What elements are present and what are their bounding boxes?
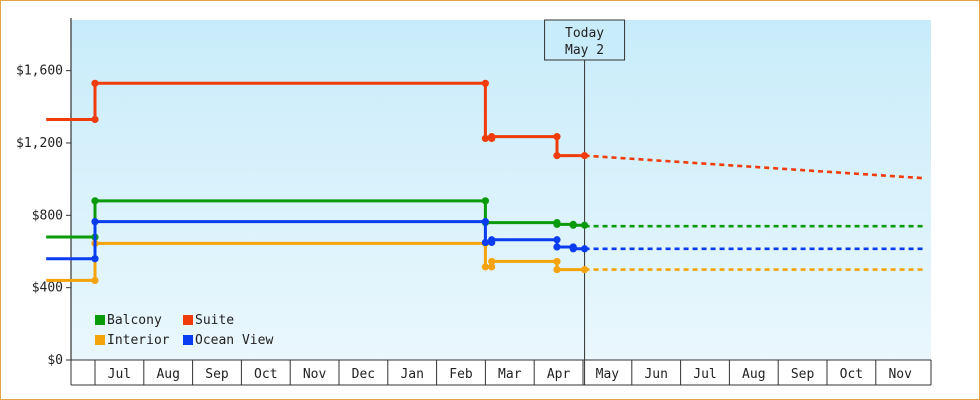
balcony-point bbox=[580, 221, 589, 229]
x-tick-label: Jul bbox=[693, 367, 716, 382]
ocean-view-point bbox=[488, 236, 496, 244]
interior-point bbox=[91, 276, 99, 285]
y-tick-label: $0 bbox=[47, 353, 63, 368]
today-label-line2: May 2 bbox=[565, 43, 604, 58]
y-tick-label: $1,600 bbox=[16, 64, 63, 79]
today-label-line1: Today bbox=[565, 26, 604, 41]
legend-label-balcony: Balcony bbox=[107, 313, 162, 328]
balcony-point bbox=[481, 197, 489, 205]
legend-swatch-suite bbox=[183, 315, 193, 325]
x-tick-label: Nov bbox=[888, 367, 912, 382]
y-tick-label: $1,200 bbox=[16, 136, 63, 151]
ocean-view-point bbox=[553, 243, 561, 251]
balcony-point bbox=[91, 197, 99, 205]
suite-point bbox=[488, 133, 496, 141]
interior-point bbox=[481, 263, 489, 271]
legend-label-interior: Interior bbox=[107, 333, 170, 348]
x-tick-label: Sep bbox=[205, 367, 229, 382]
x-tick-label: Jun bbox=[644, 367, 667, 382]
plot-background bbox=[71, 20, 931, 360]
x-tick-label: Oct bbox=[254, 367, 277, 382]
legend-swatch-balcony bbox=[95, 315, 105, 325]
suite-point bbox=[553, 152, 561, 160]
x-tick-label: Jul bbox=[108, 367, 131, 382]
ocean-view-point bbox=[481, 218, 489, 226]
suite-forecast-line bbox=[584, 154, 925, 180]
ocean-view-point bbox=[569, 245, 577, 253]
balcony-point bbox=[569, 221, 577, 229]
interior-point bbox=[580, 265, 589, 274]
x-tick-label: May bbox=[596, 367, 620, 382]
legend-label-ocean-view: Ocean View bbox=[195, 333, 273, 348]
suite-point bbox=[553, 133, 561, 141]
ocean-view-point bbox=[580, 245, 589, 253]
balcony-point bbox=[553, 220, 561, 228]
interior-point bbox=[553, 265, 561, 274]
x-tick-label: Oct bbox=[840, 367, 863, 382]
suite-point bbox=[580, 152, 589, 160]
ocean-view-point bbox=[91, 255, 99, 263]
y-tick-label: $800 bbox=[32, 208, 63, 223]
suite-point bbox=[481, 134, 489, 143]
legend-swatch-interior bbox=[95, 335, 105, 345]
x-tick-label: Aug bbox=[742, 367, 765, 382]
ocean-view-point bbox=[91, 218, 99, 226]
x-tick-label: Nov bbox=[303, 367, 327, 382]
today-box bbox=[544, 19, 626, 61]
y-tick-label: $400 bbox=[32, 281, 63, 296]
x-tick-label: Dec bbox=[352, 367, 375, 382]
x-tick-label: Jan bbox=[400, 367, 423, 382]
x-tick-label: Feb bbox=[449, 367, 473, 382]
suite-point bbox=[91, 79, 99, 87]
interior-point bbox=[488, 263, 496, 271]
interior-point bbox=[488, 257, 496, 266]
suite-point bbox=[481, 79, 489, 87]
x-tick-label: Sep bbox=[791, 367, 815, 382]
x-tick-label: Aug bbox=[156, 367, 179, 382]
suite-point bbox=[91, 115, 99, 124]
x-tick-label: Apr bbox=[547, 367, 571, 382]
legend-label-suite: Suite bbox=[195, 313, 234, 328]
interior-point bbox=[553, 257, 561, 266]
legend-swatch-ocean-view bbox=[183, 335, 193, 345]
x-tick-label: Mar bbox=[498, 367, 522, 382]
ocean-view-point bbox=[553, 236, 561, 244]
ocean-view-point bbox=[481, 238, 489, 247]
